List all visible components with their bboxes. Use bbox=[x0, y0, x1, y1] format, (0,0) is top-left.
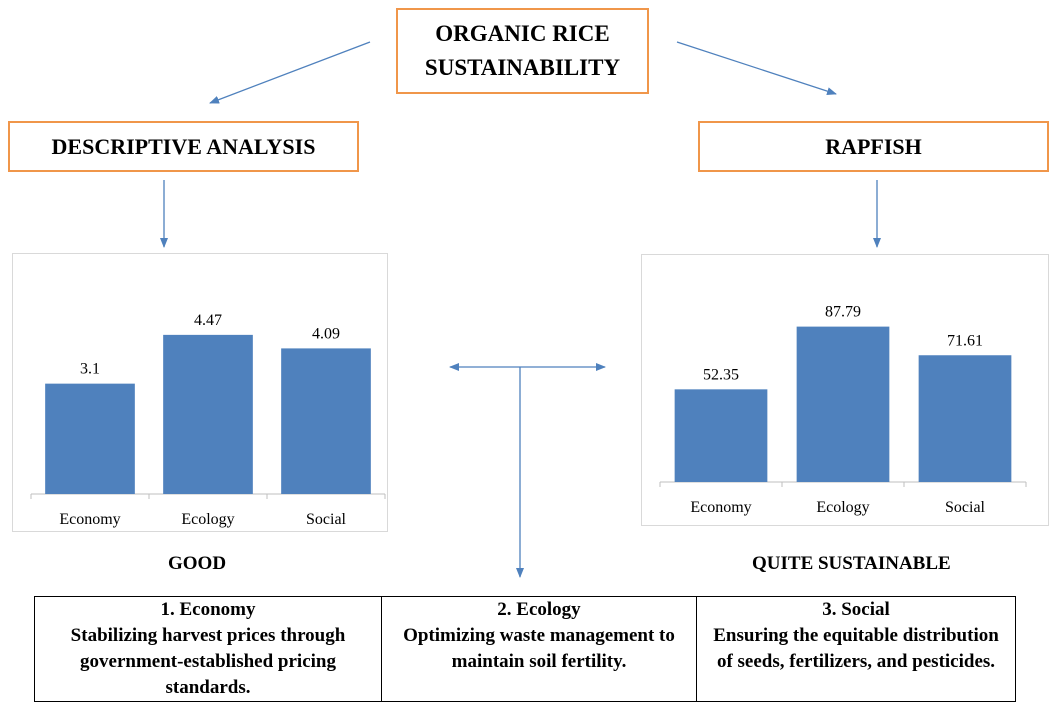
bar-value-label: 87.79 bbox=[825, 304, 861, 321]
category-tick-label: Social bbox=[945, 499, 986, 516]
bar-economy bbox=[674, 389, 768, 482]
title-text: ORGANIC RICE SUSTAINABILITY bbox=[424, 21, 621, 80]
descriptive-bar-chart: 3.1 Economy 4.47 Ecology 4.09 Social bbox=[12, 253, 388, 532]
descriptive-verdict: GOOD bbox=[168, 553, 227, 574]
recommendation-text: Optimizing waste management to maintain … bbox=[403, 625, 675, 672]
arrow-title-to-rapfish bbox=[676, 41, 837, 96]
descriptive-chart-svg: 3.1 Economy 4.47 Ecology 4.09 Social bbox=[30, 312, 386, 528]
bar-ecology bbox=[163, 334, 253, 494]
category-tick-label: Ecology bbox=[816, 499, 869, 516]
recommendation-economy: 1. Economy Stabilizing harvest prices th… bbox=[34, 596, 382, 702]
bar-value-label: 4.47 bbox=[194, 312, 222, 329]
recommendation-heading: 1. Economy bbox=[160, 599, 256, 620]
rapfish-bar-chart: 52.35 Economy 87.79 Ecology 71.61 Social bbox=[641, 254, 1049, 526]
title-box: ORGANIC RICE SUSTAINABILITY bbox=[396, 8, 649, 94]
rapfish-label: RAPFISH bbox=[825, 133, 922, 159]
bar-social bbox=[918, 355, 1012, 482]
bar-value-label: 3.1 bbox=[80, 361, 100, 378]
recommendation-social: 3. Social Ensuring the equitable distrib… bbox=[696, 596, 1016, 702]
category-tick-label: Economy bbox=[59, 511, 120, 528]
recommendation-heading: 3. Social bbox=[822, 599, 890, 620]
recommendation-heading: 2. Ecology bbox=[497, 599, 581, 620]
recommendation-text: Stabilizing harvest prices through gover… bbox=[70, 625, 346, 698]
rapfish-verdict: QUITE SUSTAINABLE bbox=[752, 553, 951, 574]
rapfish-chart-svg: 52.35 Economy 87.79 Ecology 71.61 Social bbox=[659, 304, 1027, 516]
descriptive-analysis-label: DESCRIPTIVE ANALYSIS bbox=[51, 133, 316, 159]
descriptive-analysis-box: DESCRIPTIVE ANALYSIS bbox=[8, 121, 359, 172]
rapfish-box: RAPFISH bbox=[698, 121, 1049, 172]
category-tick-label: Ecology bbox=[181, 511, 234, 528]
table-row: 1. Economy Stabilizing harvest prices th… bbox=[34, 596, 1016, 702]
category-tick-label: Economy bbox=[690, 499, 751, 516]
bar-value-label: 52.35 bbox=[703, 366, 739, 383]
bar-social bbox=[281, 348, 371, 494]
recommendation-text: Ensuring the equitable distribution of s… bbox=[713, 625, 999, 672]
recommendations-table: 1. Economy Stabilizing harvest prices th… bbox=[34, 596, 1016, 702]
bar-ecology bbox=[796, 326, 890, 482]
bar-value-label: 71.61 bbox=[947, 332, 983, 349]
category-tick-label: Social bbox=[306, 511, 347, 528]
recommendation-ecology: 2. Ecology Optimizing waste management t… bbox=[381, 596, 697, 702]
arrow-title-to-descriptive bbox=[209, 41, 371, 104]
bar-economy bbox=[45, 383, 135, 494]
bar-value-label: 4.09 bbox=[312, 325, 340, 342]
